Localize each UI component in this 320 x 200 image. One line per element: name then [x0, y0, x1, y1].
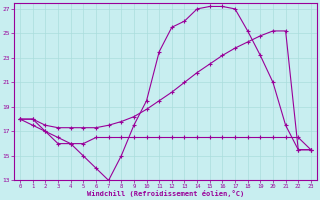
X-axis label: Windchill (Refroidissement éolien,°C): Windchill (Refroidissement éolien,°C)	[87, 190, 244, 197]
